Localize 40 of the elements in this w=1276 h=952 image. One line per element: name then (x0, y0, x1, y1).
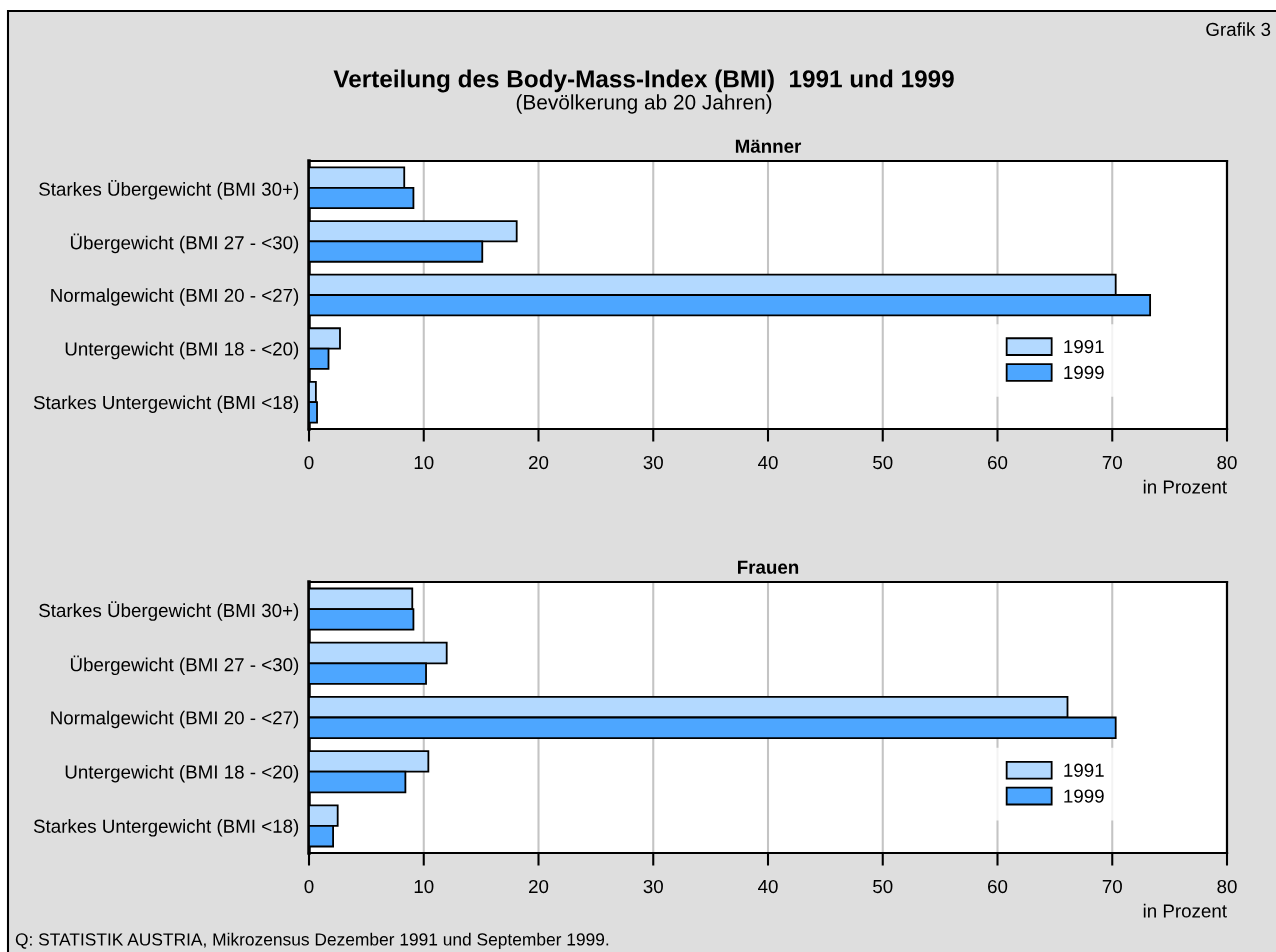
x-tick-label: 30 (643, 455, 663, 470)
x-tick-label: 10 (414, 879, 434, 894)
x-tick-label: 20 (529, 879, 549, 894)
y-tick-label: Übergewicht (BMI 27 - <30) (70, 655, 299, 676)
text: Q: STATISTIK AUSTRIA, Mikrozensus Dezember 1991 und September 1999. (15, 932, 609, 949)
x-tick-label: 70 (1102, 879, 1122, 894)
chart-title: Frauen (738, 560, 799, 574)
x-tick-label: 70 (1102, 455, 1122, 470)
x-tick-label: 50 (873, 879, 893, 894)
chart-title: Männer (735, 139, 802, 153)
x-axis-title: in Prozent (1143, 903, 1227, 918)
y-tick-label: Untergewicht (BMI 18 - <20) (65, 764, 299, 783)
legend-label: 1999 (1064, 365, 1104, 380)
x-tick-label: 10 (414, 455, 434, 470)
text: Grafik 3 (1206, 22, 1271, 37)
legend-label: 1991 (1064, 763, 1104, 777)
x-tick-label: 40 (758, 879, 778, 894)
y-tick-label: Übergewicht (BMI 27 - <30) (70, 233, 299, 254)
y-tick-label: Normalgewicht (BMI 20 - <27) (51, 288, 299, 306)
y-tick-label: Starkes Untergewicht (BMI <18) (33, 395, 299, 413)
x-axis-title: in Prozent (1143, 479, 1227, 494)
x-tick-label: 60 (988, 879, 1008, 894)
y-tick-label: Starkes Übergewicht (BMI 30+) (39, 601, 299, 621)
x-tick-label: 0 (304, 879, 314, 894)
x-tick-label: 30 (643, 879, 663, 894)
legend-label: 1999 (1064, 789, 1104, 803)
x-tick-label: 60 (988, 455, 1008, 470)
x-tick-label: 50 (873, 455, 893, 470)
y-tick-label: Starkes Übergewicht (BMI 30+) (39, 179, 299, 200)
y-tick-label: Starkes Untergewicht (BMI <18) (33, 819, 299, 837)
x-tick-label: 40 (758, 455, 778, 470)
y-tick-label: Untergewicht (BMI 18 - <20) (65, 341, 299, 360)
text: (Bevölkerung ab 20 Jahren) (516, 94, 772, 114)
y-tick-label: Normalgewicht (BMI 20 - <27) (51, 710, 299, 729)
legend-label: 1991 (1064, 339, 1104, 354)
x-tick-label: 0 (304, 455, 314, 470)
x-tick-label: 80 (1217, 879, 1237, 894)
x-tick-label: 20 (529, 455, 549, 470)
x-tick-label: 80 (1217, 455, 1237, 470)
text: Verteilung des Body-Mass-Index (BMI) 1991 und 1999 (333, 69, 954, 93)
